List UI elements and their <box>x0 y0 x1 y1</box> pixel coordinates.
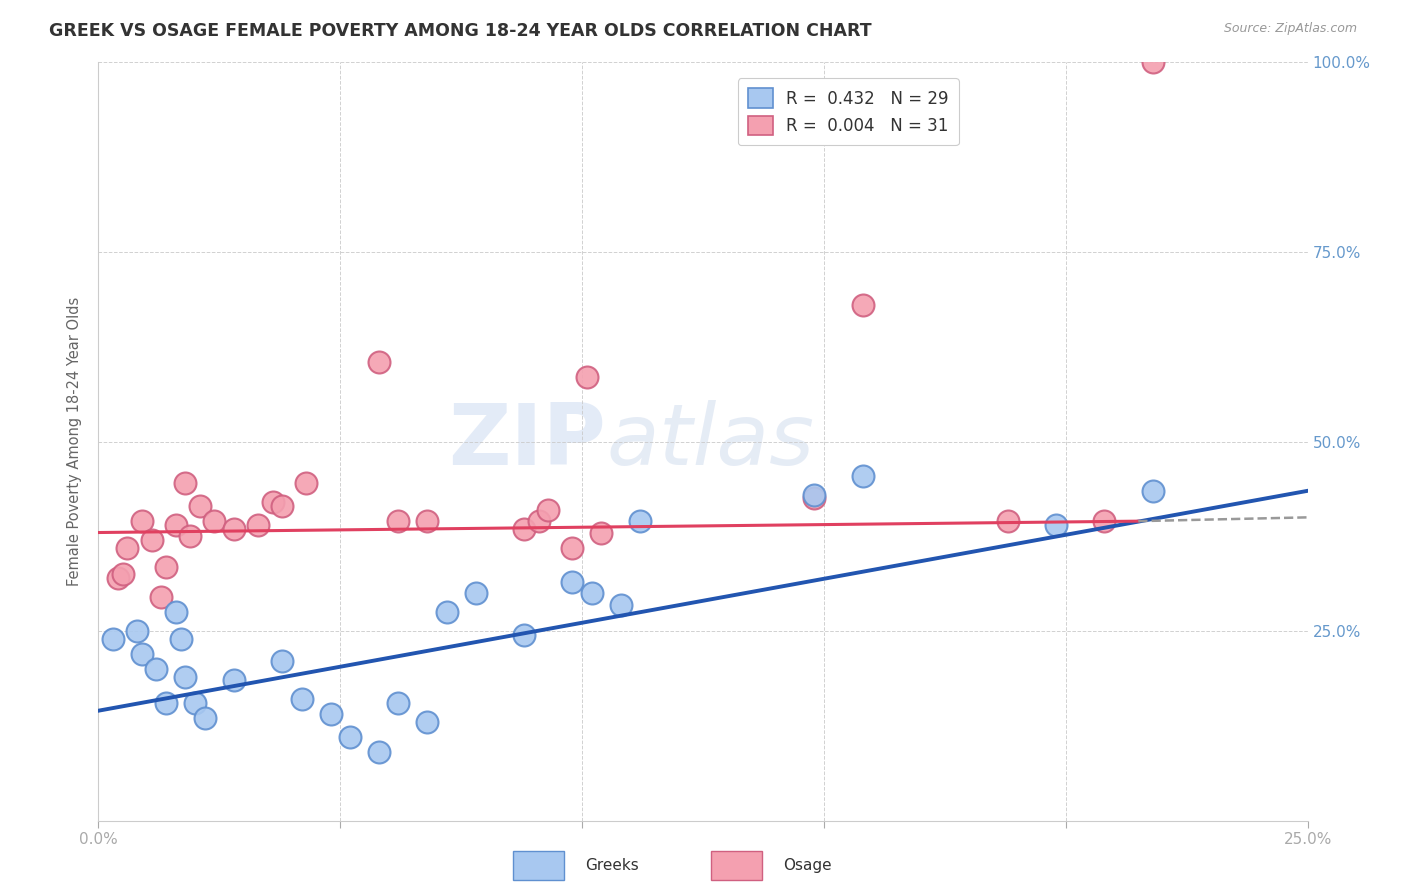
Point <box>852 468 875 483</box>
Point <box>581 586 603 600</box>
Text: GREEK VS OSAGE FEMALE POVERTY AMONG 18-24 YEAR OLDS CORRELATION CHART: GREEK VS OSAGE FEMALE POVERTY AMONG 18-2… <box>49 22 872 40</box>
Point <box>155 696 177 710</box>
Point <box>150 590 173 604</box>
Point <box>527 514 550 528</box>
Point <box>295 476 318 491</box>
Point <box>852 298 875 312</box>
Point <box>222 522 245 536</box>
Text: atlas: atlas <box>606 400 814 483</box>
Point <box>271 499 294 513</box>
Point <box>174 669 197 683</box>
Point <box>610 598 633 612</box>
Point <box>262 495 284 509</box>
Point <box>145 662 167 676</box>
FancyBboxPatch shape <box>711 851 762 880</box>
Point <box>155 559 177 574</box>
Point <box>416 514 439 528</box>
Point <box>179 529 201 543</box>
Point <box>127 624 149 639</box>
Point <box>537 503 560 517</box>
Text: ZIP: ZIP <box>449 400 606 483</box>
Point <box>628 514 651 528</box>
Point <box>117 541 139 555</box>
Point <box>591 525 613 540</box>
Point <box>387 514 409 528</box>
Point <box>1142 55 1164 70</box>
Point <box>513 522 536 536</box>
Point <box>184 696 207 710</box>
Point <box>997 514 1019 528</box>
Point <box>368 746 391 760</box>
Text: Source: ZipAtlas.com: Source: ZipAtlas.com <box>1223 22 1357 36</box>
Point <box>319 707 342 722</box>
Point <box>194 711 217 725</box>
Point <box>339 730 361 744</box>
Point <box>561 574 583 589</box>
Text: Osage: Osage <box>783 858 832 872</box>
Point <box>222 673 245 688</box>
Y-axis label: Female Poverty Among 18-24 Year Olds: Female Poverty Among 18-24 Year Olds <box>67 297 83 586</box>
Point <box>290 692 312 706</box>
Point <box>436 605 458 619</box>
Point <box>131 647 153 661</box>
Point <box>1094 514 1116 528</box>
Point <box>107 571 129 585</box>
Point <box>368 355 391 369</box>
Point <box>111 567 134 582</box>
Point <box>271 655 294 669</box>
Point <box>803 491 825 506</box>
Point <box>803 487 825 501</box>
Point <box>1045 517 1067 532</box>
Point <box>464 586 486 600</box>
Point <box>174 476 197 491</box>
Point <box>575 370 598 384</box>
Point <box>131 514 153 528</box>
Point <box>165 517 187 532</box>
Text: Greeks: Greeks <box>585 858 638 872</box>
FancyBboxPatch shape <box>513 851 564 880</box>
Point <box>101 632 124 646</box>
Point <box>169 632 191 646</box>
Point <box>141 533 163 548</box>
Point <box>416 715 439 730</box>
Point <box>387 696 409 710</box>
Point <box>1142 483 1164 498</box>
Legend: R =  0.432   N = 29, R =  0.004   N = 31: R = 0.432 N = 29, R = 0.004 N = 31 <box>738 78 959 145</box>
Point <box>188 499 211 513</box>
Point <box>165 605 187 619</box>
Point <box>561 541 583 555</box>
Point <box>247 517 270 532</box>
Point <box>204 514 226 528</box>
Point <box>513 628 536 642</box>
